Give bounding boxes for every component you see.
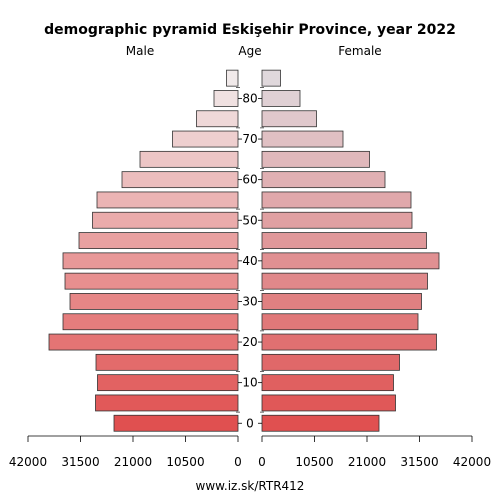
female-bars — [261, 69, 440, 432]
age-tick-label: 20 — [242, 335, 257, 349]
male-bar-0-4 — [113, 414, 239, 432]
female-bar-25-29 — [261, 313, 419, 331]
x-tick-label: 42000 — [9, 455, 47, 469]
female-bar-20-24 — [261, 333, 437, 351]
age-tick-label: 80 — [242, 91, 257, 105]
x-tick-label: 21000 — [114, 455, 152, 469]
female-label: Female — [338, 44, 381, 58]
male-bar-50-54 — [92, 211, 239, 229]
female-bar-10-14 — [261, 374, 394, 392]
age-axis: 0 10 20 30 40 50 60 70 80 — [236, 87, 264, 430]
female-bar-15-19 — [261, 353, 400, 371]
x-axis-male: 42000 31500 21000 10500 0 — [9, 435, 242, 469]
footer-url: www.iz.sk/RTR412 — [196, 479, 305, 493]
male-bar-75-79 — [196, 110, 239, 128]
male-bar-60-64 — [121, 171, 239, 189]
male-bar-80-84 — [213, 90, 239, 107]
age-tick-label: 10 — [242, 376, 257, 390]
male-bar-30-34 — [69, 293, 239, 310]
female-bar-80-84 — [261, 90, 301, 107]
male-bar-20-24 — [48, 333, 239, 351]
x-tick-label: 0 — [258, 455, 266, 469]
male-bar-40-44 — [62, 252, 239, 270]
male-bar-25-29 — [62, 313, 239, 331]
male-bar-10-14 — [97, 374, 239, 392]
male-bar-35-39 — [64, 272, 239, 290]
x-tick-label: 31500 — [400, 455, 438, 469]
age-tick-label: 40 — [242, 254, 257, 268]
female-bar-65-69 — [261, 150, 370, 168]
female-bar-85+ — [261, 69, 281, 87]
female-bar-70-74 — [261, 130, 344, 148]
female-bar-5-9 — [261, 394, 396, 412]
male-label: Male — [126, 44, 154, 58]
male-bar-55-59 — [96, 191, 239, 209]
x-tick-label: 10500 — [166, 455, 204, 469]
x-tick-label: 42000 — [453, 455, 491, 469]
age-tick-label: 50 — [242, 213, 257, 227]
male-bar-85+ — [226, 69, 239, 87]
female-bar-30-34 — [261, 293, 422, 310]
x-tick-label: 0 — [234, 455, 242, 469]
female-bar-50-54 — [261, 211, 413, 229]
x-axis-female: 0 10500 21000 31500 42000 — [258, 435, 491, 469]
male-bar-5-9 — [95, 394, 239, 412]
age-tick-label: 30 — [242, 294, 257, 308]
female-bar-0-4 — [261, 414, 380, 432]
male-bar-70-74 — [172, 130, 239, 148]
female-bar-75-79 — [261, 110, 317, 128]
age-tick-label: 60 — [242, 173, 257, 187]
male-bars — [48, 69, 239, 432]
x-tick-label: 10500 — [295, 455, 333, 469]
female-bar-60-64 — [261, 171, 386, 189]
chart-title: demographic pyramid Eskişehir Province, … — [44, 22, 456, 38]
male-bar-45-49 — [78, 232, 239, 249]
male-bar-15-19 — [95, 353, 239, 371]
age-label: Age — [238, 44, 261, 58]
x-tick-label: 21000 — [348, 455, 386, 469]
age-tick-label: 70 — [242, 132, 257, 146]
male-bar-65-69 — [139, 150, 239, 168]
female-bar-35-39 — [261, 272, 428, 290]
female-bar-55-59 — [261, 191, 412, 209]
female-bar-45-49 — [261, 232, 427, 249]
x-tick-label: 31500 — [61, 455, 99, 469]
age-tick-label: 0 — [246, 416, 254, 430]
female-bar-40-44 — [261, 252, 440, 270]
